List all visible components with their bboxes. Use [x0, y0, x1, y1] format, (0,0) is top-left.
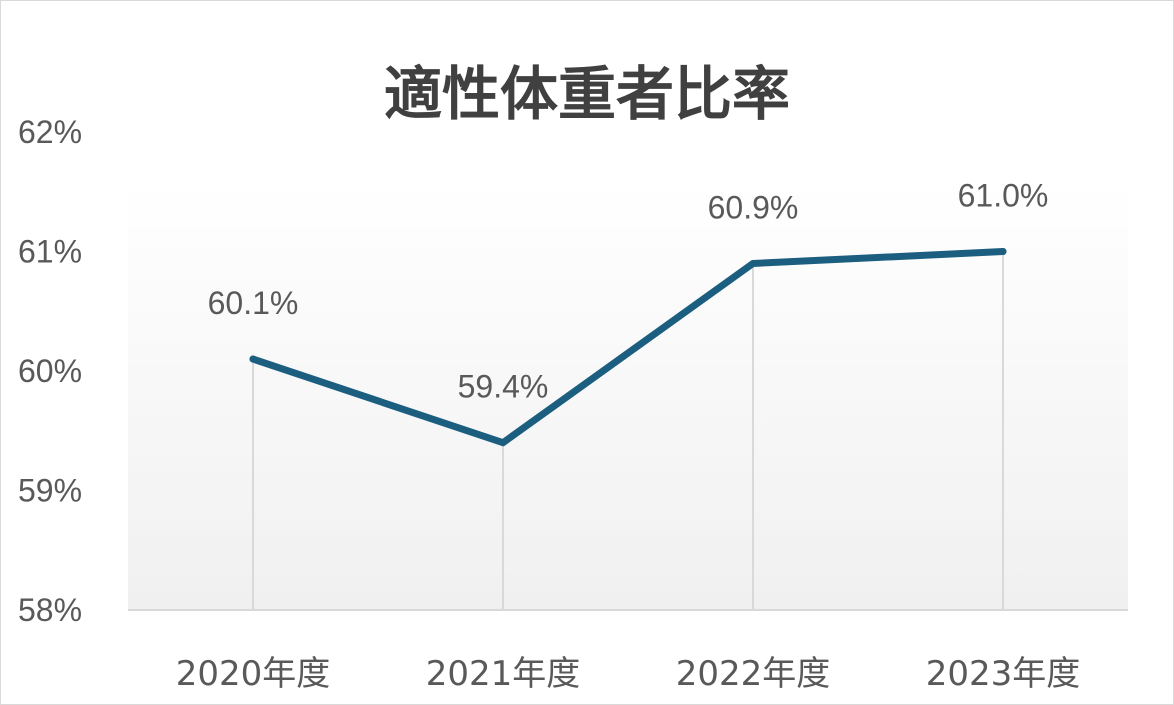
plot-area	[128, 182, 1128, 610]
y-tick-label: 62%	[18, 114, 82, 150]
data-labels: 60.1% 59.4% 60.9% 61.0%	[208, 178, 1049, 405]
data-point	[749, 259, 757, 267]
y-tick-label: 58%	[18, 592, 82, 628]
data-point	[499, 439, 507, 447]
chart-title: 適性体重者比率	[384, 60, 790, 128]
y-axis-ticks: 62% 61% 60% 59% 58%	[18, 114, 82, 628]
series-layer	[249, 248, 1007, 447]
data-point	[249, 355, 257, 363]
x-tick-label: 2022年度	[676, 654, 831, 694]
series-line	[249, 248, 1007, 447]
data-point	[999, 248, 1007, 255]
y-tick-label: 60%	[18, 353, 82, 389]
data-label: 59.4%	[458, 369, 549, 405]
data-label: 60.9%	[708, 189, 799, 225]
x-tick-label: 2021年度	[426, 654, 581, 694]
y-tick-label: 61%	[18, 234, 82, 270]
x-tick-label: 2023年度	[926, 654, 1081, 694]
data-label: 60.1%	[208, 285, 299, 321]
y-tick-label: 59%	[18, 473, 82, 509]
x-tick-label: 2020年度	[176, 654, 331, 694]
x-axis-ticks: 2020年度 2021年度 2022年度 2023年度	[176, 654, 1081, 694]
data-label: 61.0%	[958, 178, 1049, 214]
drop-lines	[252, 251, 1004, 610]
